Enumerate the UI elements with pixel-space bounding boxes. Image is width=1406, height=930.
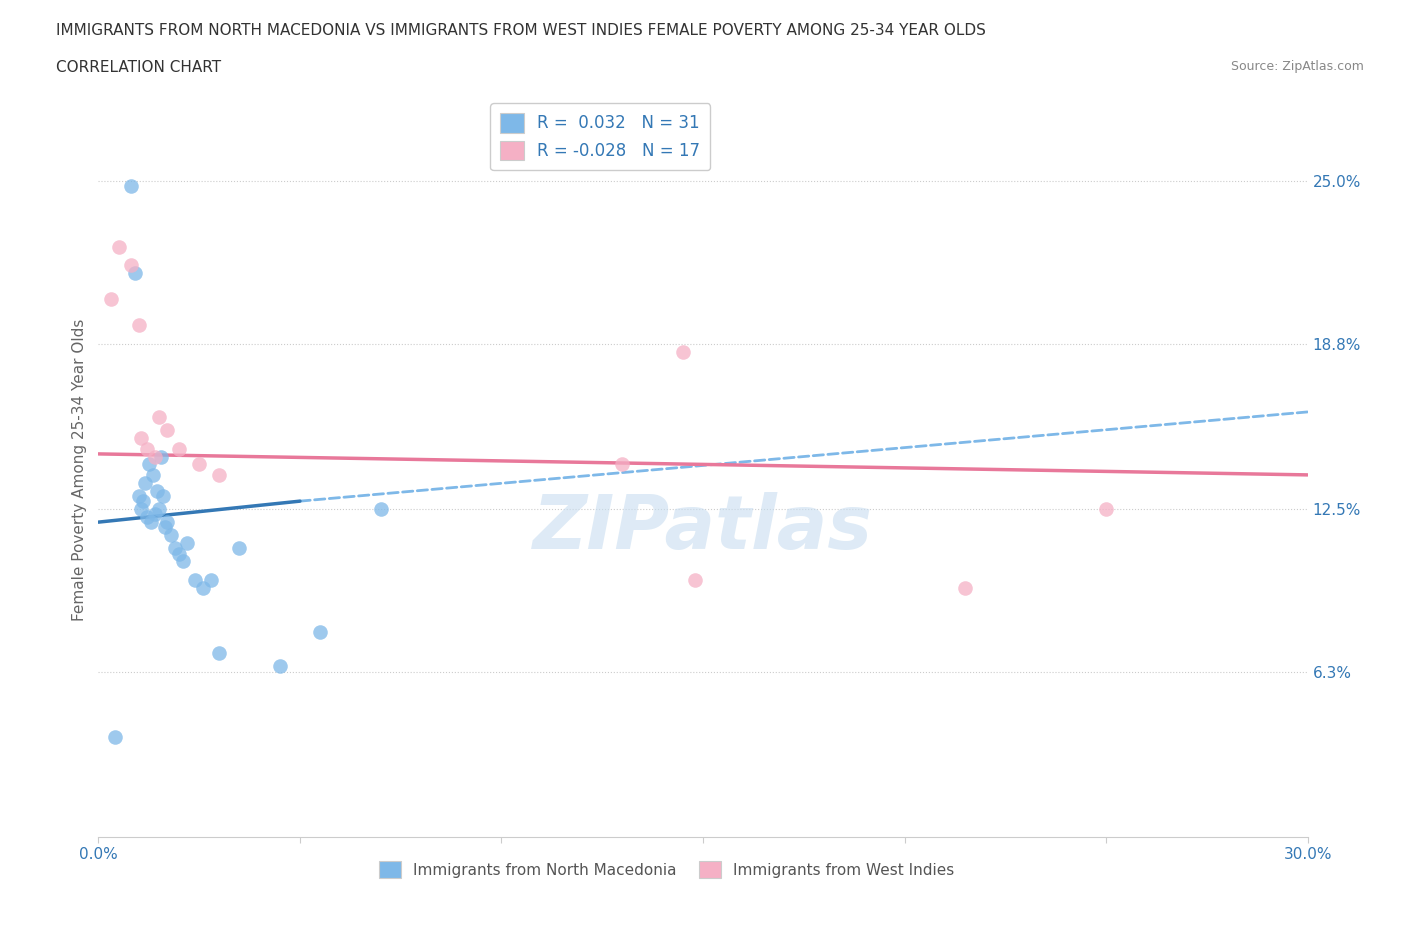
Point xyxy=(167,546,190,561)
Point xyxy=(176,536,198,551)
Point xyxy=(135,510,157,525)
Point xyxy=(128,318,150,333)
Point xyxy=(153,520,176,535)
Point xyxy=(167,441,190,456)
Point xyxy=(124,265,146,280)
Text: CORRELATION CHART: CORRELATION CHART xyxy=(56,60,221,75)
Point xyxy=(128,488,150,503)
Point xyxy=(1095,501,1118,516)
Point xyxy=(156,514,179,529)
Y-axis label: Female Poverty Among 25-34 Year Olds: Female Poverty Among 25-34 Year Olds xyxy=(72,318,87,621)
Point xyxy=(152,488,174,503)
Point xyxy=(148,410,170,425)
Point xyxy=(120,258,142,272)
Point xyxy=(134,475,156,490)
Point xyxy=(672,344,695,359)
Point xyxy=(135,441,157,456)
Point xyxy=(148,501,170,516)
Point xyxy=(208,646,231,661)
Point xyxy=(103,730,125,745)
Point xyxy=(370,501,392,516)
Point xyxy=(269,659,291,674)
Point xyxy=(160,528,183,543)
Point xyxy=(107,239,129,254)
Point xyxy=(143,507,166,522)
Text: ZIPatlas: ZIPatlas xyxy=(533,492,873,565)
Point xyxy=(100,292,122,307)
Point xyxy=(129,431,152,445)
Point xyxy=(156,423,179,438)
Legend: Immigrants from North Macedonia, Immigrants from West Indies: Immigrants from North Macedonia, Immigra… xyxy=(373,855,960,884)
Point xyxy=(228,541,250,556)
Point xyxy=(309,625,332,640)
Point xyxy=(612,457,634,472)
Point xyxy=(193,580,215,595)
Point xyxy=(200,573,222,588)
Point xyxy=(132,494,155,509)
Point xyxy=(129,501,152,516)
Point xyxy=(953,580,976,595)
Point xyxy=(208,468,231,483)
Point xyxy=(172,554,194,569)
Text: IMMIGRANTS FROM NORTH MACEDONIA VS IMMIGRANTS FROM WEST INDIES FEMALE POVERTY AM: IMMIGRANTS FROM NORTH MACEDONIA VS IMMIG… xyxy=(56,23,986,38)
Point xyxy=(188,457,211,472)
Point xyxy=(149,449,172,464)
Point xyxy=(142,468,165,483)
Text: Source: ZipAtlas.com: Source: ZipAtlas.com xyxy=(1230,60,1364,73)
Point xyxy=(163,541,186,556)
Point xyxy=(143,449,166,464)
Point xyxy=(139,514,162,529)
Point xyxy=(184,573,207,588)
Point xyxy=(683,573,706,588)
Point xyxy=(138,457,160,472)
Point xyxy=(146,484,169,498)
Point xyxy=(120,179,142,193)
